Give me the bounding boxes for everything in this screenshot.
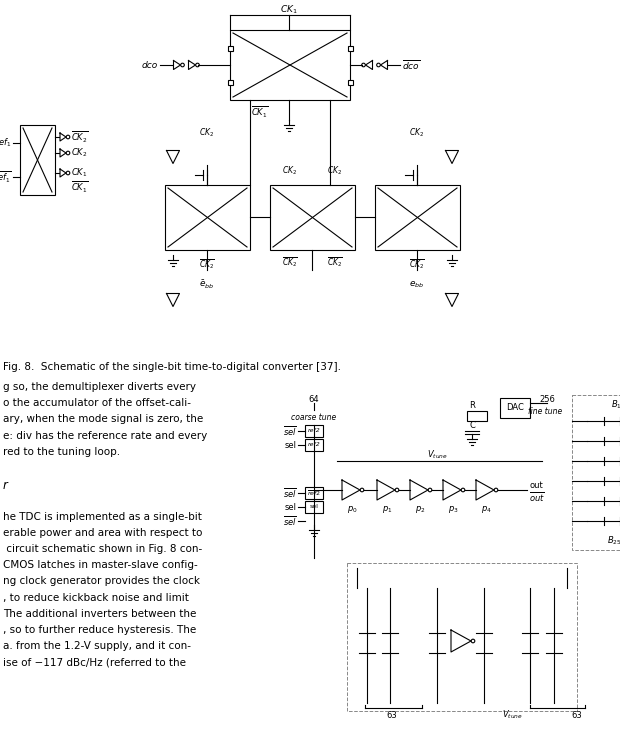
Bar xyxy=(305,501,323,513)
Text: circuit schematic shown in Fig. 8 con-: circuit schematic shown in Fig. 8 con- xyxy=(3,544,202,554)
Text: $\overline{sel}$: $\overline{sel}$ xyxy=(283,514,297,528)
Text: ng clock generator provides the clock: ng clock generator provides the clock xyxy=(3,577,200,586)
Text: $CK_2$: $CK_2$ xyxy=(71,147,87,159)
Bar xyxy=(228,45,232,50)
Text: $p_3$: $p_3$ xyxy=(448,504,458,515)
Text: he TDC is implemented as a single-bit: he TDC is implemented as a single-bit xyxy=(3,512,202,522)
Text: sel: sel xyxy=(285,502,297,512)
Bar xyxy=(500,398,530,418)
Text: 63: 63 xyxy=(387,711,397,719)
Text: sel: sel xyxy=(309,504,319,510)
Text: DAC: DAC xyxy=(506,404,524,412)
Text: $\overline{ref2}$: $\overline{ref2}$ xyxy=(307,488,321,498)
Text: $V_{tune}$: $V_{tune}$ xyxy=(427,449,448,461)
Text: r: r xyxy=(3,480,8,492)
Text: dco: dco xyxy=(142,61,158,69)
Text: $e_{bb}$: $e_{bb}$ xyxy=(409,280,425,290)
Text: $\overline{CK_2}$: $\overline{CK_2}$ xyxy=(71,129,88,145)
Text: fine tune: fine tune xyxy=(528,406,562,415)
Text: R: R xyxy=(469,401,475,411)
Text: ref2: ref2 xyxy=(308,442,321,447)
Text: CMOS latches in master-slave config-: CMOS latches in master-slave config- xyxy=(3,560,198,570)
Text: $CK_1$: $CK_1$ xyxy=(280,4,298,16)
Text: erable power and area with respect to: erable power and area with respect to xyxy=(3,528,202,538)
Text: $\overline{sel}$: $\overline{sel}$ xyxy=(283,424,297,438)
Text: $ref_1$: $ref_1$ xyxy=(0,137,12,149)
Bar xyxy=(305,439,323,451)
Text: out: out xyxy=(529,480,542,490)
Text: ary, when the mode signal is zero, the: ary, when the mode signal is zero, the xyxy=(3,414,203,425)
Text: red to the tuning loop.: red to the tuning loop. xyxy=(3,447,120,457)
Text: e: div has the reference rate and every: e: div has the reference rate and every xyxy=(3,431,207,441)
Bar xyxy=(305,487,323,499)
Text: $B_1$: $B_1$ xyxy=(611,398,620,412)
Text: 63: 63 xyxy=(572,711,582,719)
Text: coarse tune: coarse tune xyxy=(291,413,337,422)
Text: sel: sel xyxy=(285,441,297,450)
Bar xyxy=(347,80,353,85)
Text: $\overline{dco}$: $\overline{dco}$ xyxy=(402,58,420,72)
Text: ref2: ref2 xyxy=(308,428,321,433)
Text: $p_4$: $p_4$ xyxy=(480,504,492,515)
Text: $CK_2$: $CK_2$ xyxy=(409,126,425,139)
Text: , so to further reduce hysteresis. The: , so to further reduce hysteresis. The xyxy=(3,625,197,635)
Text: $\overline{ref_1}$: $\overline{ref_1}$ xyxy=(0,170,12,185)
Text: o the accumulator of the offset-cali-: o the accumulator of the offset-cali- xyxy=(3,398,191,408)
Text: $\bar{e}_{bb}$: $\bar{e}_{bb}$ xyxy=(199,279,215,291)
Text: $V_{tune}$: $V_{tune}$ xyxy=(502,709,523,721)
Text: $B_{256}$: $B_{256}$ xyxy=(607,535,620,548)
Text: 256: 256 xyxy=(539,395,555,404)
Text: C: C xyxy=(469,420,475,430)
Text: $\overline{CK_2}$: $\overline{CK_2}$ xyxy=(199,257,215,270)
Bar xyxy=(165,185,250,250)
Text: $CK_2$: $CK_2$ xyxy=(200,126,215,139)
Bar xyxy=(305,425,323,437)
Text: $\overline{CK_2}$: $\overline{CK_2}$ xyxy=(282,255,298,269)
Text: The additional inverters between the: The additional inverters between the xyxy=(3,609,197,619)
Text: , to reduce kickback noise and limit: , to reduce kickback noise and limit xyxy=(3,593,189,602)
Text: Fig. 8.  Schematic of the single-bit time-to-digital converter [37].: Fig. 8. Schematic of the single-bit time… xyxy=(3,362,341,372)
Bar xyxy=(572,395,620,550)
Text: $\overline{out}$: $\overline{out}$ xyxy=(529,490,545,504)
Text: $p_0$: $p_0$ xyxy=(347,504,357,515)
Text: $\overline{CK_1}$: $\overline{CK_1}$ xyxy=(71,179,88,194)
Text: a. from the 1.2-V supply, and it con-: a. from the 1.2-V supply, and it con- xyxy=(3,641,191,651)
Bar xyxy=(347,563,577,711)
Text: $p_2$: $p_2$ xyxy=(415,504,425,515)
Text: $\overline{CK_2}$: $\overline{CK_2}$ xyxy=(327,255,343,269)
Text: $\overline{CK_2}$: $\overline{CK_2}$ xyxy=(409,257,425,270)
Text: 64: 64 xyxy=(309,395,319,404)
Text: $CK_1$: $CK_1$ xyxy=(71,167,87,179)
Text: $CK_2$: $CK_2$ xyxy=(282,164,298,177)
Bar xyxy=(467,411,487,421)
Text: $CK_2$: $CK_2$ xyxy=(327,164,343,177)
Bar xyxy=(347,45,353,50)
Bar xyxy=(228,80,232,85)
Text: g so, the demultiplexer diverts every: g so, the demultiplexer diverts every xyxy=(3,382,196,392)
Text: $p_1$: $p_1$ xyxy=(382,504,392,515)
Bar xyxy=(375,185,460,250)
Bar xyxy=(230,30,350,100)
Text: $\overline{sel}$: $\overline{sel}$ xyxy=(283,486,297,500)
Bar xyxy=(270,185,355,250)
Text: ise of −117 dBc/Hz (referred to the: ise of −117 dBc/Hz (referred to the xyxy=(3,657,186,667)
Bar xyxy=(20,125,55,195)
Text: $\overline{CK_1}$: $\overline{CK_1}$ xyxy=(251,105,268,120)
